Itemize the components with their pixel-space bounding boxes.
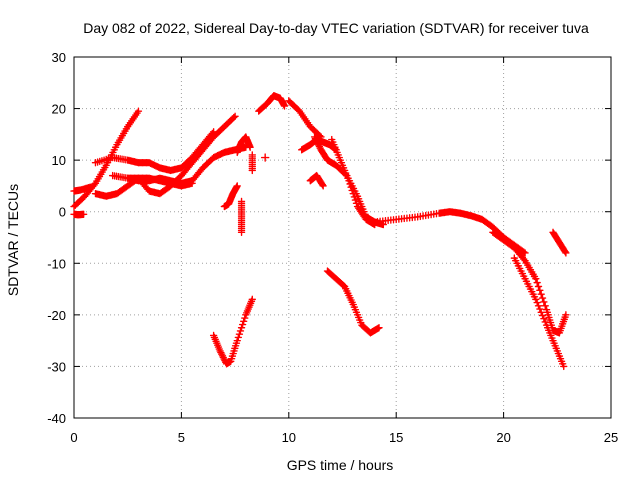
series-track-19 — [371, 208, 529, 257]
axis-ticks — [73, 56, 612, 419]
x-tick-label: 25 — [604, 430, 618, 445]
series-track-18 — [328, 135, 379, 229]
series-track-22 — [549, 228, 570, 257]
series-track-3 — [70, 210, 88, 219]
y-tick-label: -30 — [47, 359, 66, 374]
y-tick-label: -40 — [47, 411, 66, 426]
y-tick-label: 30 — [52, 50, 66, 65]
series-track-7 — [124, 143, 250, 188]
series-track-13 — [255, 91, 289, 115]
y-axis-label: SDTVAR / TECUs — [5, 184, 21, 296]
series-track-23 — [209, 295, 256, 368]
x-axis-label: GPS time / hours — [287, 457, 394, 473]
series-track-17 — [306, 171, 327, 190]
series-group — [70, 91, 570, 371]
y-tick-label: 10 — [52, 153, 66, 168]
y-tick-label: 20 — [52, 102, 66, 117]
series-track-24 — [323, 267, 383, 337]
series-track-8 — [233, 133, 254, 157]
series-track-11 — [248, 151, 256, 175]
series-track-10 — [237, 197, 246, 237]
series-track-4 — [91, 128, 218, 175]
x-tick-label: 10 — [282, 430, 296, 445]
series-track-14 — [285, 97, 325, 141]
x-tick-label: 0 — [70, 430, 77, 445]
x-tick-label: 5 — [178, 430, 185, 445]
y-tick-label: 0 — [59, 205, 66, 220]
series-track-12 — [260, 153, 270, 162]
chart-title: Day 082 of 2022, Sidereal Day-to-day VTE… — [83, 20, 589, 36]
series-track-21 — [510, 254, 568, 371]
x-tick-label: 15 — [389, 430, 403, 445]
series-track-9 — [220, 182, 241, 211]
series-track-20 — [489, 228, 570, 337]
y-tick-label: -10 — [47, 256, 66, 271]
y-tick-label: -20 — [47, 308, 66, 323]
x-tick-label: 20 — [496, 430, 510, 445]
grid — [74, 57, 611, 418]
x-tick-labels: 0 5 10 15 20 25 — [70, 430, 618, 445]
y-tick-labels: -40 -30 -20 -10 0 10 20 30 — [47, 50, 66, 426]
plot-frame — [73, 56, 612, 419]
